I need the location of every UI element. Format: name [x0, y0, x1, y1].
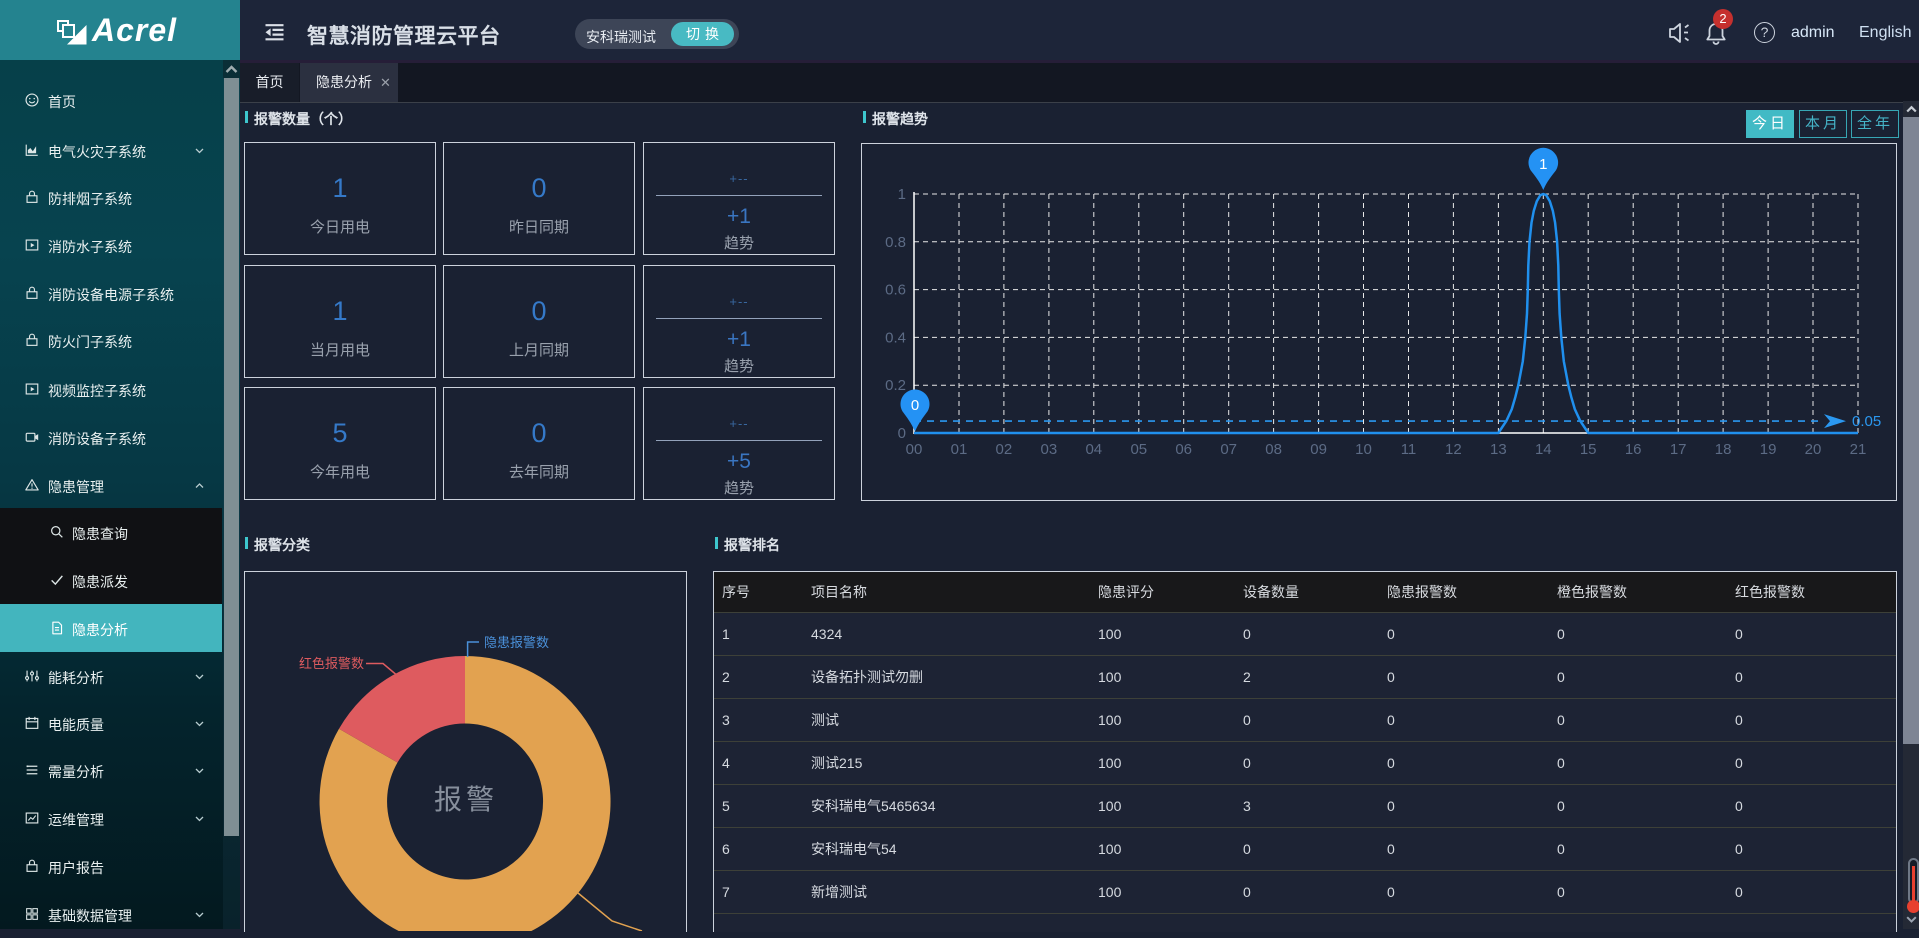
svg-text:0: 0 — [911, 397, 919, 414]
svg-text:红色报警数: 红色报警数 — [299, 656, 364, 671]
svg-text:00: 00 — [906, 441, 923, 458]
svg-text:07: 07 — [1220, 441, 1237, 458]
svg-text:10: 10 — [1355, 441, 1372, 458]
svg-text:05: 05 — [1130, 441, 1147, 458]
svg-text:0.2: 0.2 — [885, 377, 906, 394]
svg-text:15: 15 — [1580, 441, 1597, 458]
svg-text:16: 16 — [1625, 441, 1642, 458]
svg-text:0.8: 0.8 — [885, 234, 906, 251]
svg-text:隐患报警数: 隐患报警数 — [484, 635, 549, 650]
svg-text:1: 1 — [898, 186, 906, 203]
svg-text:03: 03 — [1041, 441, 1058, 458]
svg-text:0.05: 0.05 — [1852, 413, 1881, 430]
svg-text:06: 06 — [1175, 441, 1192, 458]
svg-text:14: 14 — [1535, 441, 1552, 458]
svg-text:0.4: 0.4 — [885, 329, 906, 346]
svg-text:09: 09 — [1310, 441, 1327, 458]
svg-text:17: 17 — [1670, 441, 1687, 458]
svg-text:20: 20 — [1805, 441, 1822, 458]
svg-text:报警: 报警 — [434, 784, 498, 815]
svg-text:21: 21 — [1850, 441, 1867, 458]
svg-text:02: 02 — [996, 441, 1013, 458]
svg-text:01: 01 — [951, 441, 968, 458]
svg-text:11: 11 — [1401, 441, 1417, 458]
svg-text:1: 1 — [1539, 156, 1547, 173]
svg-text:13: 13 — [1490, 441, 1507, 458]
svg-text:18: 18 — [1715, 441, 1732, 458]
svg-text:0: 0 — [898, 425, 906, 442]
svg-text:0.6: 0.6 — [885, 282, 906, 299]
svg-text:12: 12 — [1445, 441, 1462, 458]
svg-text:04: 04 — [1085, 441, 1102, 458]
svg-text:08: 08 — [1265, 441, 1282, 458]
svg-text:19: 19 — [1760, 441, 1777, 458]
